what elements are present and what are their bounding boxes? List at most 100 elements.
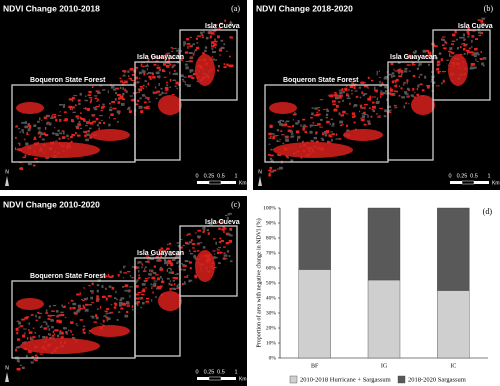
vegetation-change [17, 338, 21, 341]
vegetation-change [148, 101, 151, 103]
vegetation-change [351, 112, 355, 116]
vegetation-change [332, 103, 336, 106]
vegetation-change [138, 77, 141, 79]
vegetation-change [70, 135, 73, 139]
vegetation-change [111, 274, 114, 278]
vegetation-change [18, 326, 20, 328]
vegetation-change [90, 315, 93, 317]
vegetation-change [18, 321, 22, 325]
vegetation-change [478, 34, 482, 37]
vegetation-change [346, 124, 348, 127]
vegetation-change [436, 60, 441, 64]
vegetation-change [77, 304, 81, 308]
vegetation-change [84, 99, 89, 102]
vegetation-change [297, 120, 300, 124]
vegetation-change [33, 359, 38, 361]
vegetation-change [339, 91, 343, 95]
vegetation-change [273, 142, 353, 158]
vegetation-change [322, 132, 324, 136]
vegetation-change [51, 310, 55, 312]
vegetation-change [337, 101, 341, 103]
vegetation-change [57, 314, 62, 317]
vegetation-change [268, 169, 272, 172]
vegetation-change [91, 302, 95, 304]
vegetation-change [192, 43, 195, 46]
map-background [253, 0, 500, 190]
vegetation-change [193, 254, 196, 258]
vegetation-change [52, 117, 54, 119]
vegetation-change [30, 361, 34, 364]
vegetation-change [138, 88, 140, 92]
vegetation-change [171, 57, 173, 59]
vegetation-change [26, 354, 28, 358]
vegetation-change [335, 93, 338, 97]
vegetation-change [290, 159, 294, 162]
region-label: Boqueron State Forest [283, 77, 359, 84]
vegetation-change [183, 43, 186, 45]
y-tick-label: 60% [266, 265, 277, 271]
vegetation-change [196, 42, 199, 44]
vegetation-change [117, 110, 121, 113]
vegetation-change [156, 277, 160, 281]
vegetation-change [174, 85, 177, 88]
vegetation-change [197, 237, 200, 239]
vegetation-change [150, 269, 154, 273]
vegetation-change [268, 132, 272, 136]
vegetation-change [96, 298, 99, 301]
vegetation-change [138, 90, 140, 94]
vegetation-change [129, 295, 131, 298]
vegetation-change [159, 56, 163, 59]
vegetation-change [45, 309, 48, 312]
vegetation-change [73, 95, 78, 97]
vegetation-change [141, 296, 143, 300]
vegetation-change [94, 97, 98, 100]
vegetation-change [393, 90, 396, 92]
vegetation-change [159, 268, 164, 271]
vegetation-change [57, 129, 60, 132]
vegetation-change [420, 83, 423, 86]
vegetation-change [387, 111, 391, 113]
y-tick-label: 80% [266, 235, 277, 241]
vegetation-change [286, 156, 289, 159]
y-tick-label: 40% [266, 295, 277, 301]
vegetation-change [61, 335, 63, 339]
vegetation-change [269, 157, 273, 160]
vegetation-change [69, 107, 72, 110]
vegetation-change [189, 69, 194, 72]
north-label: N [5, 365, 9, 371]
vegetation-change [286, 135, 289, 139]
vegetation-change [95, 316, 99, 320]
vegetation-change [214, 38, 216, 42]
vegetation-change [213, 238, 216, 240]
vegetation-change [169, 86, 172, 88]
vegetation-change [279, 123, 283, 126]
vegetation-change [328, 134, 332, 137]
vegetation-change [319, 118, 323, 121]
vegetation-change [391, 74, 392, 78]
vegetation-change [152, 283, 155, 287]
vegetation-change [411, 62, 414, 66]
vegetation-change [230, 36, 233, 39]
vegetation-change [134, 103, 139, 106]
vegetation-change [220, 240, 224, 242]
vegetation-change [411, 95, 435, 115]
vegetation-change [214, 253, 216, 255]
vegetation-change [135, 66, 139, 69]
vegetation-change [79, 319, 84, 321]
vegetation-change [208, 31, 213, 34]
vegetation-change [175, 255, 179, 258]
vegetation-change [295, 130, 300, 134]
vegetation-change [229, 229, 232, 231]
vegetation-change [117, 274, 120, 277]
vegetation-change [377, 116, 381, 118]
vegetation-change [16, 320, 20, 322]
vegetation-change [279, 166, 283, 170]
vegetation-change [184, 276, 188, 278]
vegetation-change [363, 114, 368, 116]
vegetation-change [51, 326, 54, 329]
vegetation-change [430, 80, 433, 83]
vegetation-change [189, 56, 193, 60]
vegetation-change [26, 133, 29, 135]
vegetation-change [30, 338, 34, 341]
vegetation-change [342, 110, 346, 114]
